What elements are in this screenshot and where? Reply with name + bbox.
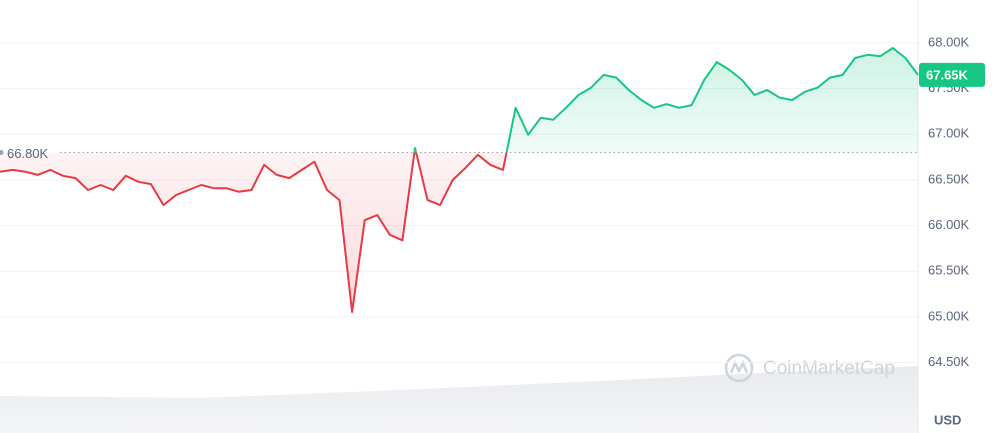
unit-label: USD xyxy=(934,412,961,427)
y-tick-label: 64.50K xyxy=(928,354,970,369)
baseline-label: 66.80K xyxy=(7,146,49,161)
y-tick-label: 67.00K xyxy=(928,126,970,141)
watermark-text: CoinMarketCap xyxy=(763,358,895,379)
y-tick-label: 68.00K xyxy=(928,34,970,49)
y-tick-label: 65.00K xyxy=(928,308,970,323)
watermark: CoinMarketCap xyxy=(724,353,895,383)
volume-area xyxy=(0,366,918,433)
price-area xyxy=(0,48,918,312)
current-price-label: 67.65K xyxy=(926,67,969,82)
price-line xyxy=(0,47,919,313)
baseline-dot xyxy=(0,150,4,156)
y-tick-label: 66.00K xyxy=(928,217,970,232)
y-tick-label: 65.50K xyxy=(928,263,970,278)
current-price-badge xyxy=(919,62,985,87)
y-tick-label: 66.50K xyxy=(928,171,970,186)
